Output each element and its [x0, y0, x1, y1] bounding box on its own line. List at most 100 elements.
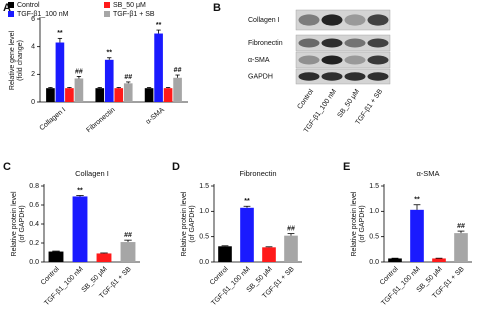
- x-tick-label: Control: [209, 265, 230, 286]
- significance-label: ##: [174, 67, 182, 74]
- bar: [218, 246, 232, 262]
- significance-label: **: [244, 198, 250, 205]
- bar: [163, 88, 173, 102]
- x-tick-label: Control: [379, 265, 400, 286]
- significance-label: **: [107, 50, 113, 57]
- bar: [72, 196, 88, 262]
- legend-swatch: [104, 11, 110, 17]
- y-tick-label: 4: [31, 44, 35, 51]
- significance-label: ##: [75, 68, 83, 75]
- bar: [95, 88, 105, 102]
- blot-band: [367, 72, 389, 81]
- blot-row-label: Fibronectin: [248, 40, 283, 47]
- panel-label: B: [213, 2, 221, 14]
- bar: [55, 42, 65, 102]
- y-tick-label: 1.5: [369, 183, 379, 190]
- blot-lane-label: SB_50 μM: [337, 88, 362, 119]
- significance-label: **: [156, 22, 162, 29]
- bar: [46, 88, 55, 102]
- significance-label: ##: [287, 225, 295, 232]
- blot-band: [344, 55, 366, 65]
- y-axis-label: Relative protein level: [11, 191, 18, 256]
- y-tick-label: 6: [31, 16, 35, 23]
- y-tick-label: 0: [31, 99, 35, 106]
- bar: [96, 253, 112, 262]
- bar: [173, 77, 182, 102]
- blot-strip: [295, 9, 391, 31]
- bar: [240, 207, 254, 262]
- bar: [432, 258, 446, 262]
- y-tick-label: 0.6: [29, 202, 39, 209]
- y-axis-label: Relative protein level: [181, 191, 188, 256]
- blot-row-label: Collagen I: [248, 17, 280, 24]
- blot-band: [344, 14, 366, 26]
- blot-band: [321, 14, 343, 26]
- y-tick-label: 1.5: [199, 183, 209, 190]
- blot-strip: [295, 34, 391, 52]
- blot-band: [344, 38, 366, 48]
- x-tick-label: Collagen I: [38, 107, 67, 133]
- bar: [114, 88, 124, 102]
- bar: [410, 209, 424, 262]
- y-axis-label: Relative protein level: [351, 191, 358, 256]
- y-tick-label: 0.0: [29, 259, 39, 266]
- x-tick-label: Fibronectin: [85, 107, 116, 135]
- y-axis-label: (of GAPDH): [19, 205, 26, 242]
- bar: [284, 235, 298, 262]
- y-tick-label: 0.4: [29, 221, 39, 228]
- blot-band: [298, 55, 320, 65]
- panel-label: A: [3, 2, 11, 14]
- bar: [144, 88, 154, 102]
- y-axis-label: (of GAPDH): [189, 205, 196, 242]
- y-axis-label: (fold change): [17, 40, 24, 81]
- panel-label: E: [343, 161, 350, 173]
- blot-band: [298, 72, 320, 81]
- y-axis-label: (of GAPDH): [359, 205, 366, 242]
- blot-band: [321, 38, 343, 48]
- y-tick-label: 1.0: [199, 208, 209, 215]
- legend-label: TGF-β1_100 nM: [17, 11, 69, 18]
- blot-row-label: α-SMA: [248, 57, 270, 64]
- chart-title: α-SMA: [416, 169, 439, 178]
- bar: [48, 251, 64, 262]
- blot-band: [298, 14, 320, 26]
- x-tick-label: TGF-β1_100 nM: [210, 266, 251, 307]
- legend-label: SB_50 μM: [113, 2, 146, 9]
- chart-title: Fibronectin: [239, 169, 276, 178]
- y-tick-label: 0.8: [29, 183, 39, 190]
- y-tick-label: 0.0: [369, 259, 379, 266]
- legend-label: TGF-β1 + SB: [113, 11, 155, 18]
- y-tick-label: 0.5: [369, 234, 379, 241]
- y-tick-label: 0.2: [29, 240, 39, 247]
- significance-label: **: [414, 197, 420, 204]
- y-tick-label: 0.5: [199, 234, 209, 241]
- bar: [123, 83, 133, 102]
- panel-label: C: [3, 161, 11, 173]
- bar: [154, 33, 163, 102]
- significance-label: **: [57, 30, 63, 37]
- chart-title: Collagen I: [75, 169, 109, 178]
- blot-strip: [295, 68, 391, 85]
- blot-band: [367, 38, 389, 48]
- significance-label: ##: [124, 74, 132, 81]
- significance-label: **: [77, 187, 83, 194]
- bar: [74, 78, 84, 102]
- legend-label: Control: [17, 2, 40, 9]
- panel-label: D: [172, 161, 180, 173]
- blot-lane-label: Control: [296, 88, 315, 111]
- x-tick-label: Control: [40, 265, 61, 286]
- blot-row-label: GAPDH: [248, 73, 273, 80]
- bar: [120, 242, 136, 262]
- bar: [104, 59, 114, 102]
- blot-band: [367, 55, 389, 65]
- bar: [262, 247, 276, 262]
- blot-band: [344, 72, 366, 81]
- bar: [65, 88, 74, 102]
- legend-swatch: [8, 2, 14, 8]
- blot-band: [321, 72, 343, 81]
- significance-label: ##: [457, 223, 465, 230]
- bar: [388, 258, 402, 262]
- y-tick-label: 1.0: [369, 208, 379, 215]
